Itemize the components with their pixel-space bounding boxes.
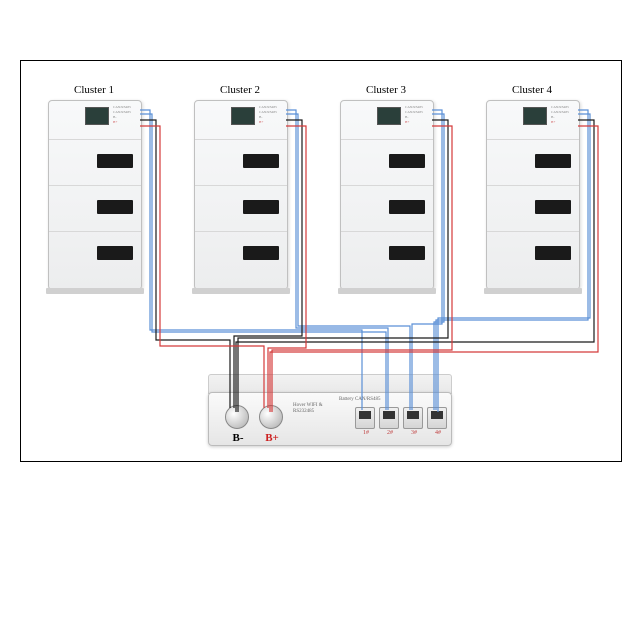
module-slot <box>97 154 133 168</box>
hub-top-rail <box>208 374 452 394</box>
cluster-base <box>192 288 290 294</box>
battery-module <box>341 231 433 278</box>
cluster-4-label: Cluster 4 <box>492 84 572 96</box>
cluster-2: CAN/RS485 CAN/RS485 B- B+ <box>194 100 288 290</box>
b-plus-label: B+ <box>260 432 284 444</box>
module-slot <box>243 200 279 214</box>
cluster-4: CAN/RS485 CAN/RS485 B- B+ <box>486 100 580 290</box>
cluster-ports: CAN/RS485 CAN/RS485 B- B+ <box>551 105 575 125</box>
cluster-1: CAN/RS485 CAN/RS485 B- B+ <box>48 100 142 290</box>
module-slot <box>389 200 425 214</box>
module-slot <box>97 246 133 260</box>
cluster-2-label: Cluster 2 <box>200 84 280 96</box>
battery-module <box>487 185 579 232</box>
lcd-screen <box>231 107 255 125</box>
jack-3: 3# <box>403 407 423 429</box>
jack-1: 1# <box>355 407 375 429</box>
cluster-head: CAN/RS485 CAN/RS485 B- B+ <box>487 101 579 140</box>
cluster-head: CAN/RS485 CAN/RS485 B- B+ <box>195 101 287 140</box>
combiner-hub: B- B+ Hover WIFI & RS232485 Battery CAN/… <box>208 392 452 446</box>
module-slot <box>535 154 571 168</box>
lcd-screen <box>85 107 109 125</box>
battery-module <box>195 185 287 232</box>
cluster-1-label: Cluster 1 <box>54 84 134 96</box>
hub-text-2: Battery CAN/RS485 <box>339 397 409 403</box>
battery-module <box>49 139 141 186</box>
module-slot <box>389 246 425 260</box>
battery-module <box>341 185 433 232</box>
battery-module <box>195 231 287 278</box>
hub-text-1: Hover WIFI & RS232485 <box>293 403 333 415</box>
battery-module <box>49 231 141 278</box>
cluster-head: CAN/RS485 CAN/RS485 B- B+ <box>341 101 433 140</box>
battery-module <box>487 231 579 278</box>
cluster-ports: CAN/RS485 CAN/RS485 B- B+ <box>405 105 429 125</box>
cluster-ports: CAN/RS485 CAN/RS485 B- B+ <box>259 105 283 125</box>
cluster-3-label: Cluster 3 <box>346 84 426 96</box>
module-slot <box>97 200 133 214</box>
module-slot <box>535 200 571 214</box>
battery-module <box>487 139 579 186</box>
module-slot <box>243 154 279 168</box>
module-slot <box>535 246 571 260</box>
lcd-screen <box>377 107 401 125</box>
cluster-head: CAN/RS485 CAN/RS485 B- B+ <box>49 101 141 140</box>
module-slot <box>389 154 425 168</box>
jack-2: 2# <box>379 407 399 429</box>
cluster-base <box>484 288 582 294</box>
terminal-b-plus: B+ <box>259 405 283 429</box>
battery-module <box>195 139 287 186</box>
cluster-3: CAN/RS485 CAN/RS485 B- B+ <box>340 100 434 290</box>
terminal-b-minus: B- <box>225 405 249 429</box>
cluster-base <box>338 288 436 294</box>
cluster-ports: CAN/RS485 CAN/RS485 B- B+ <box>113 105 137 125</box>
module-slot <box>243 246 279 260</box>
battery-module <box>341 139 433 186</box>
b-minus-label: B- <box>226 432 250 444</box>
lcd-screen <box>523 107 547 125</box>
jack-4: 4# <box>427 407 447 429</box>
cluster-base <box>46 288 144 294</box>
battery-module <box>49 185 141 232</box>
